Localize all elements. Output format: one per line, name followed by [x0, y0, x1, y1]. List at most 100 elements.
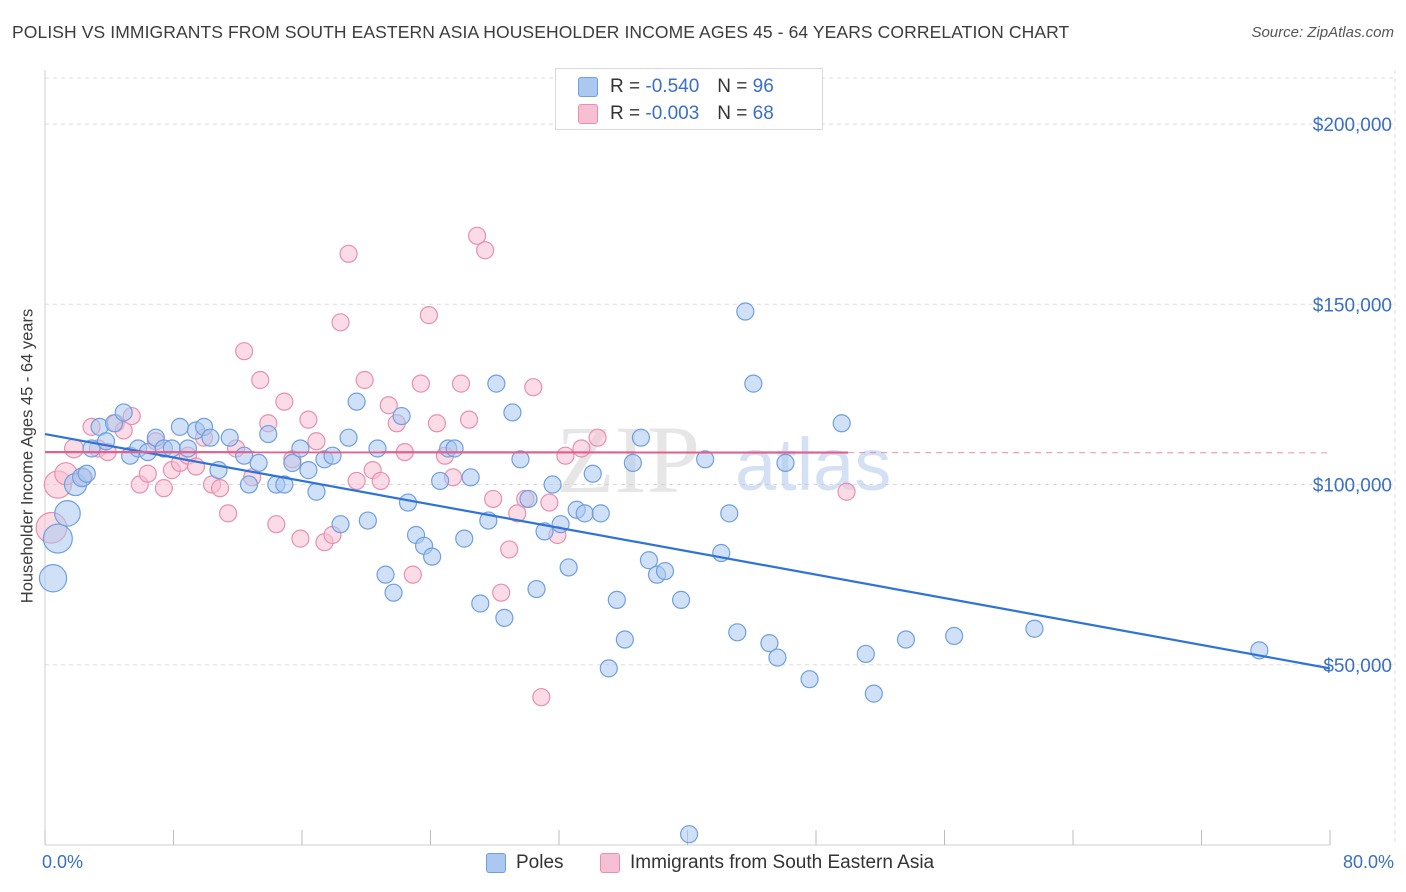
poles-point	[461, 468, 480, 487]
poles-point	[671, 590, 691, 609]
poles-point	[591, 504, 610, 523]
immigrants-swatch	[578, 104, 598, 124]
poles-point	[696, 450, 715, 469]
poles-point	[178, 439, 198, 458]
poles-point	[623, 453, 642, 473]
poles-point	[728, 623, 747, 642]
axes	[44, 70, 1331, 846]
immigrants-point	[299, 410, 318, 429]
poles-point	[800, 670, 819, 689]
immigrants-point	[467, 226, 487, 245]
immigrants-point	[307, 432, 326, 451]
poles-point	[299, 461, 318, 480]
immigrants-point	[572, 439, 591, 458]
immigrants-point	[291, 529, 310, 548]
poles-point	[331, 515, 350, 534]
poles-point	[760, 634, 779, 653]
poles-swatch	[578, 77, 598, 97]
poles-point	[259, 424, 278, 444]
poles-point	[162, 439, 181, 458]
immigrants-point	[275, 392, 294, 411]
poles-point	[680, 825, 699, 844]
legend-label-immigrants: Immigrants from South Eastern Asia	[630, 852, 935, 873]
poles-point	[398, 493, 418, 512]
poles-point	[736, 302, 755, 321]
immigrants-point	[524, 378, 543, 397]
poles-point	[42, 523, 73, 554]
chart-title: POLISH VS IMMIGRANTS FROM SOUTH EASTERN …	[12, 22, 1070, 42]
immigrants-point	[476, 241, 495, 260]
poles-point	[503, 403, 522, 422]
poles-point	[114, 403, 133, 422]
immigrants-point	[403, 565, 422, 584]
n-value: 68	[752, 103, 774, 124]
poles-point	[583, 464, 602, 483]
y-tick-label: $100,000	[1313, 476, 1392, 497]
poles-point	[559, 558, 578, 577]
r-value: -0.003	[645, 103, 700, 124]
n-value: 96	[752, 76, 774, 97]
poles-point	[339, 428, 358, 447]
poles-point	[347, 392, 366, 411]
immigrants-point	[427, 414, 447, 433]
poles-point	[455, 529, 474, 548]
poles-point	[607, 590, 626, 609]
legend-row-immigrants: R = -0.003 N = 68	[578, 102, 774, 126]
poles-point	[54, 500, 81, 527]
poles-point	[527, 579, 546, 599]
poles-point	[896, 630, 916, 649]
x-tick-min: 0.0%	[42, 852, 84, 872]
poles-point	[384, 583, 403, 602]
x-tick-max: 80.0%	[1342, 852, 1394, 872]
r-label: R =	[610, 76, 641, 97]
poles-point	[615, 630, 634, 649]
poles-point	[170, 417, 190, 436]
poles-trend-line	[44, 432, 1331, 670]
immigrants-point	[411, 374, 430, 393]
immigrants-point	[210, 479, 230, 498]
poles-point	[291, 439, 310, 458]
legend-item-immigrants[interactable]: Immigrants from South Eastern Asia	[600, 852, 934, 874]
immigrants-point	[451, 374, 471, 393]
poles-point	[495, 608, 514, 628]
poles-point	[832, 414, 851, 433]
immigrants-point	[419, 306, 438, 325]
poles-point	[1025, 619, 1044, 638]
poles-point	[768, 648, 787, 667]
poles-point	[720, 504, 739, 523]
immigrants-point	[219, 504, 238, 523]
poles-point	[535, 522, 554, 541]
immigrants-point	[500, 540, 519, 559]
source-label: Source: ZipAtlas.com	[1251, 24, 1394, 41]
immigrants-point	[484, 489, 503, 509]
poles-point	[376, 565, 395, 584]
poles-point	[639, 551, 659, 570]
poles-point	[220, 428, 239, 447]
poles-point	[77, 464, 96, 483]
poles-point	[655, 561, 675, 581]
y-axis-label: Householder Income Ages 45 - 64 years	[18, 308, 37, 604]
poles-point	[283, 453, 302, 473]
y-tick-label: $50,000	[1323, 656, 1392, 677]
y-tick-label: $200,000	[1313, 115, 1392, 136]
poles-point	[856, 644, 875, 664]
immigrants-point	[235, 342, 254, 361]
poles-point	[201, 428, 220, 447]
trend-lines	[44, 432, 1331, 670]
poles-point	[543, 475, 562, 494]
legend-item-poles[interactable]: Poles	[486, 852, 564, 874]
immigrants-point	[379, 396, 398, 415]
immigrants-point	[347, 471, 366, 491]
immigrants-point	[339, 244, 358, 263]
poles-point	[358, 511, 377, 530]
immigrants-point	[556, 446, 575, 465]
r-label: R =	[610, 103, 641, 124]
immigrants-point	[492, 583, 511, 602]
poles-point	[631, 428, 651, 447]
poles-point	[945, 626, 964, 646]
series-legend: Poles Immigrants from South Eastern Asia	[0, 852, 1406, 876]
immigrants-point	[251, 370, 270, 390]
data-points	[35, 226, 1269, 844]
poles-point	[307, 482, 326, 501]
